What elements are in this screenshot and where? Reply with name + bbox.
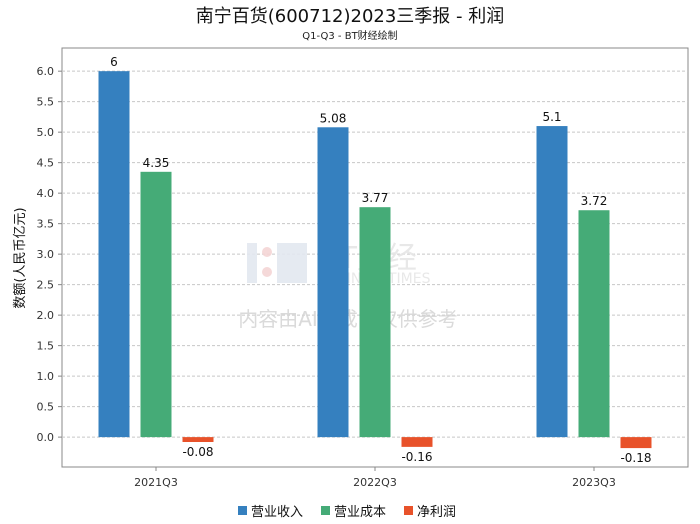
y-tick-label: 2.0 xyxy=(37,309,55,322)
legend-swatch xyxy=(321,506,330,515)
x-tick-label: 2021Q3 xyxy=(134,476,178,489)
y-axis-label: 数额(人民币亿元) xyxy=(13,207,28,308)
data-label: 3.77 xyxy=(362,191,389,205)
bar xyxy=(140,171,172,438)
chart-title: 南宁百货(600712)2023三季报 - 利润 xyxy=(196,6,505,27)
chart-subtitle: Q1-Q3 - BT财经绘制 xyxy=(302,29,397,42)
bar xyxy=(182,437,214,442)
legend-swatch xyxy=(404,506,413,515)
data-label: -0.18 xyxy=(620,451,651,465)
data-label: 4.35 xyxy=(143,156,170,170)
data-label: -0.16 xyxy=(401,450,432,464)
y-tick-label: 0.5 xyxy=(37,401,55,414)
bar xyxy=(536,126,568,438)
y-tick-label: 1.0 xyxy=(37,370,55,383)
legend-label: 净利润 xyxy=(417,505,456,520)
y-tick-label: 2.5 xyxy=(37,279,55,292)
data-label: 3.72 xyxy=(581,194,608,208)
y-tick-label: 1.5 xyxy=(37,340,55,353)
y-tick-label: 4.0 xyxy=(37,187,55,200)
legend-label: 营业收入 xyxy=(251,505,303,520)
bar xyxy=(401,437,433,447)
y-tick-label: 3.5 xyxy=(37,218,55,231)
y-tick-label: 3.0 xyxy=(37,248,55,261)
bar xyxy=(98,71,130,438)
y-tick-label: 6.0 xyxy=(37,65,55,78)
legend-swatch xyxy=(238,506,247,515)
data-label: 6 xyxy=(110,55,118,69)
y-tick-label: 0.0 xyxy=(37,431,55,444)
data-label: 5.1 xyxy=(542,110,561,124)
y-tick-label: 5.5 xyxy=(37,96,55,109)
y-tick-label: 5.0 xyxy=(37,126,55,139)
bar xyxy=(317,127,349,438)
data-label: 5.08 xyxy=(320,111,347,125)
x-tick-label: 2022Q3 xyxy=(353,476,397,489)
bar xyxy=(578,210,610,438)
bar xyxy=(359,207,391,438)
data-label: -0.08 xyxy=(182,445,213,459)
y-tick-label: 4.5 xyxy=(37,157,55,170)
x-tick-label: 2023Q3 xyxy=(572,476,616,489)
bar xyxy=(620,437,652,449)
legend-label: 营业成本 xyxy=(334,505,386,520)
